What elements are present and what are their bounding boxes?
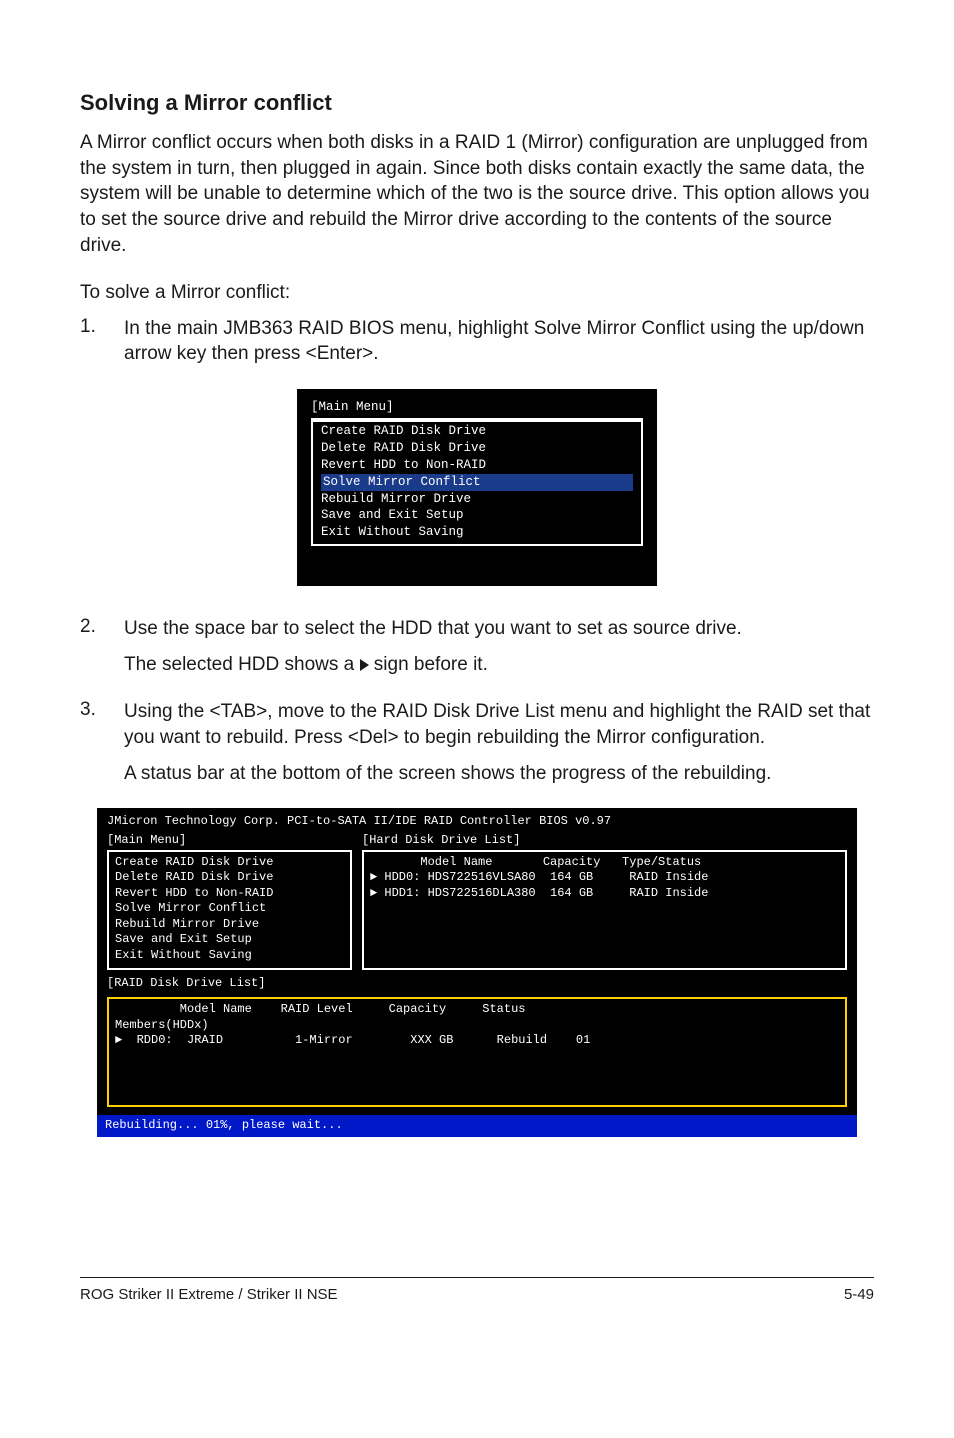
bios-menu-item-selected: Solve Mirror Conflict xyxy=(321,474,633,491)
intro-paragraph: A Mirror conflict occurs when both disks… xyxy=(80,130,874,258)
step-2b-pre: The selected HDD shows a xyxy=(124,654,360,675)
bios-hdd-row: ► HDD0: HDS722516VLSA80 164 GB RAID Insi… xyxy=(370,870,839,886)
bios-main-menu-label: [Main Menu] xyxy=(107,833,352,849)
bios-menu-item: Create RAID Disk Drive xyxy=(115,855,344,871)
step-1-number: 1. xyxy=(80,316,98,367)
step-3: 3. Using the <TAB>, move to the RAID Dis… xyxy=(80,699,874,786)
bios-status-bar: Rebuilding... 01%, please wait... xyxy=(97,1115,857,1137)
page-footer: ROG Striker II Extreme / Striker II NSE … xyxy=(80,1277,874,1303)
step-3-text-a: Using the <TAB>, move to the RAID Disk D… xyxy=(124,699,874,750)
bios-menu-item: Exit Without Saving xyxy=(321,524,633,541)
bios-small-figure: [Main Menu] Create RAID Disk Drive Delet… xyxy=(80,389,874,586)
bios-menu-item: Solve Mirror Conflict xyxy=(115,901,344,917)
bios-large-title: JMicron Technology Corp. PCI-to-SATA II/… xyxy=(107,814,847,830)
to-solve-line: To solve a Mirror conflict: xyxy=(80,280,874,306)
step-2-text-a: Use the space bar to select the HDD that… xyxy=(124,616,874,642)
bios-menu-item: Exit Without Saving xyxy=(115,948,344,964)
bios-menu-item: Delete RAID Disk Drive xyxy=(321,440,633,457)
bios-raid-row: ► RDD0: JRAID 1-Mirror XXX GB Rebuild 01 xyxy=(115,1033,839,1049)
step-3-number: 3. xyxy=(80,699,98,786)
step-2-number: 2. xyxy=(80,616,98,677)
step-2b-post: sign before it. xyxy=(369,654,488,675)
bios-large-figure: JMicron Technology Corp. PCI-to-SATA II/… xyxy=(97,808,857,1136)
bios-raid-members: Members(HDDx) xyxy=(115,1018,839,1034)
bios-hdd-header: Model Name Capacity Type/Status xyxy=(370,855,839,871)
step-1: 1. In the main JMB363 RAID BIOS menu, hi… xyxy=(80,316,874,367)
bios-menu-item: Save and Exit Setup xyxy=(115,932,344,948)
bios-menu-item: Delete RAID Disk Drive xyxy=(115,870,344,886)
bios-menu-item: Save and Exit Setup xyxy=(321,507,633,524)
bios-menu-item: Revert HDD to Non-RAID xyxy=(321,457,633,474)
bios-hdd-list-label: [Hard Disk Drive List] xyxy=(362,833,847,849)
bios-raid-header: Model Name RAID Level Capacity Status xyxy=(115,1002,839,1018)
step-1-text: In the main JMB363 RAID BIOS menu, highl… xyxy=(124,316,874,367)
step-2: 2. Use the space bar to select the HDD t… xyxy=(80,616,874,677)
triangle-icon xyxy=(360,659,369,671)
bios-menu-item: Rebuild Mirror Drive xyxy=(321,491,633,508)
bios-hdd-row: ► HDD1: HDS722516DLA380 164 GB RAID Insi… xyxy=(370,886,839,902)
footer-left: ROG Striker II Extreme / Striker II NSE xyxy=(80,1286,338,1303)
section-heading: Solving a Mirror conflict xyxy=(80,90,874,116)
footer-right: 5-49 xyxy=(844,1286,874,1303)
step-2-text-b: The selected HDD shows a sign before it. xyxy=(124,652,874,678)
bios-menu-item: Rebuild Mirror Drive xyxy=(115,917,344,933)
step-3-text-b: A status bar at the bottom of the screen… xyxy=(124,761,874,787)
bios-raid-list-label: [RAID Disk Drive List] xyxy=(107,976,847,992)
bios-small-title: [Main Menu] xyxy=(311,399,643,416)
bios-menu-item: Create RAID Disk Drive xyxy=(321,423,633,440)
bios-menu-item: Revert HDD to Non-RAID xyxy=(115,886,344,902)
